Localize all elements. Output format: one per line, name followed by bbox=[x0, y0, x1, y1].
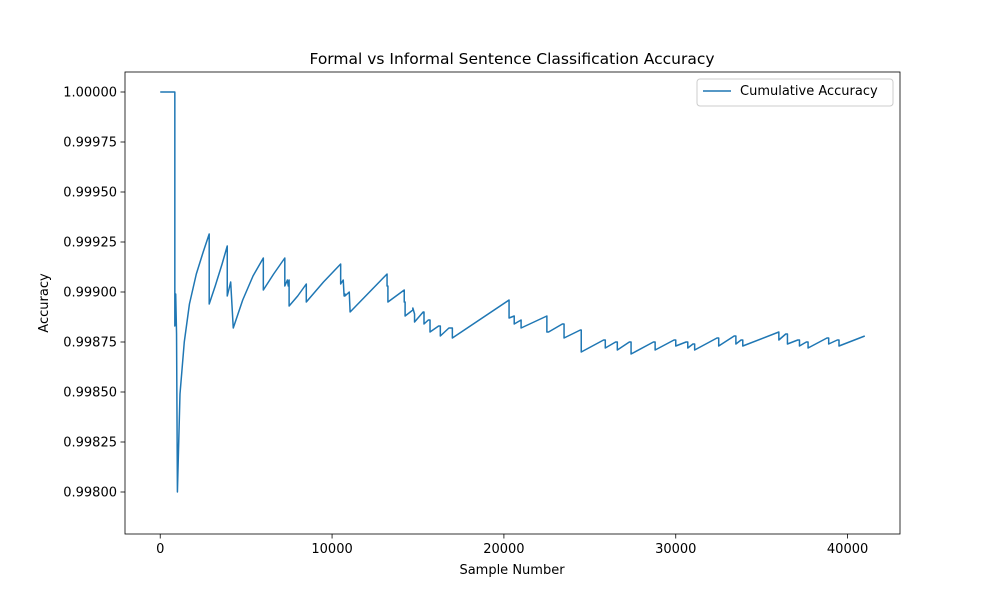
y-tick-label: 0.99925 bbox=[63, 236, 117, 251]
y-axis-ticks: 0.99800 0.99825 0.99850 0.99875 0.99900 0.999… bbox=[63, 86, 125, 501]
y-axis-label: Accuracy bbox=[37, 273, 52, 333]
legend: Cumulative Accuracy bbox=[696, 78, 894, 107]
y-tick-label: 0.99850 bbox=[63, 386, 117, 401]
x-tick-label: 40000 bbox=[827, 542, 868, 557]
legend-label-cumulative-accuracy: Cumulative Accuracy bbox=[740, 84, 878, 99]
plot-area-frame bbox=[124, 71, 901, 535]
x-tick-label: 30000 bbox=[655, 542, 696, 557]
y-tick-label: 0.99900 bbox=[63, 286, 117, 301]
y-tick-label: 0.99800 bbox=[63, 486, 117, 501]
x-axis-label: Sample Number bbox=[459, 563, 565, 578]
y-tick-label: 1.00000 bbox=[63, 86, 117, 101]
chart-title: Formal vs Informal Sentence Classificati… bbox=[309, 50, 714, 68]
x-tick-label: 20000 bbox=[483, 542, 524, 557]
y-tick-label: 0.99825 bbox=[63, 436, 117, 451]
y-tick-label: 0.99975 bbox=[63, 136, 117, 151]
x-axis-ticks: 0 10000 20000 30000 40000 bbox=[156, 534, 868, 557]
legend-box bbox=[696, 78, 894, 107]
x-tick-label: 10000 bbox=[311, 542, 352, 557]
y-tick-label: 0.99875 bbox=[63, 336, 117, 351]
x-tick-label: 0 bbox=[156, 542, 164, 557]
series-line-cumulative-accuracy bbox=[160, 91, 866, 493]
y-tick-label: 0.99950 bbox=[63, 186, 117, 201]
